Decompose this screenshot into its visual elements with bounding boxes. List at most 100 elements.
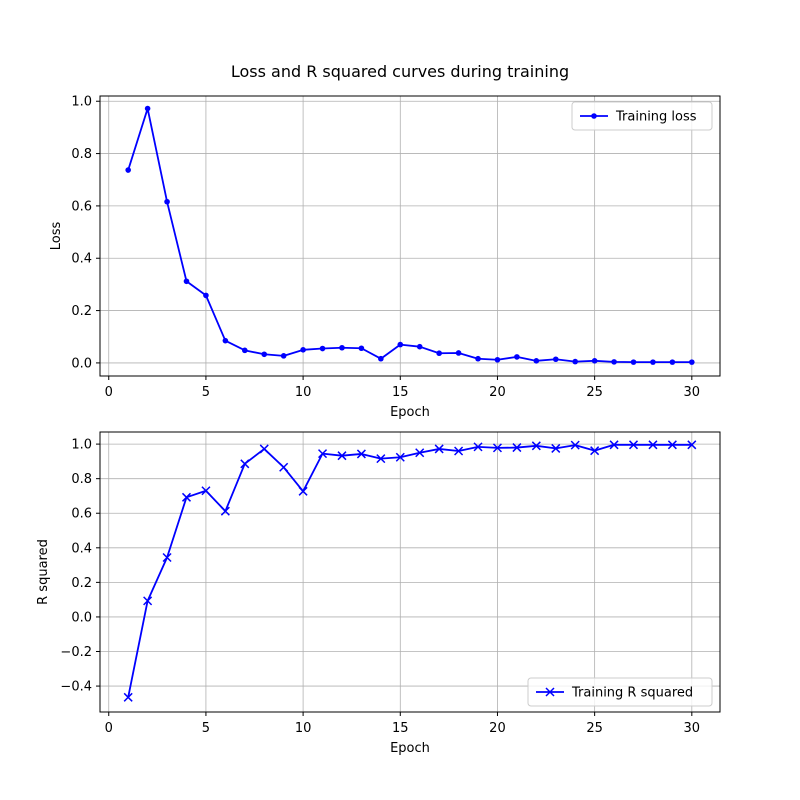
data-point xyxy=(164,198,170,205)
x-axis-label: Epoch xyxy=(390,405,430,420)
x-tick-label: 15 xyxy=(392,721,409,736)
legend-marker xyxy=(545,687,555,697)
data-point xyxy=(454,446,464,456)
data-point xyxy=(203,292,209,299)
data-point xyxy=(611,359,617,365)
x-tick-label: 30 xyxy=(684,721,701,736)
data-point xyxy=(552,356,559,363)
y-tick-label: 0.8 xyxy=(71,147,92,162)
data-point xyxy=(300,347,306,353)
x-tick-label: 25 xyxy=(586,721,603,736)
data-point xyxy=(339,344,345,351)
figure-title: Loss and R squared curves during trainin… xyxy=(230,62,570,81)
series-line xyxy=(127,107,692,364)
data-point xyxy=(259,444,269,454)
data-point xyxy=(492,443,502,453)
data-point xyxy=(201,486,211,496)
legend-marker xyxy=(591,113,597,119)
data-point xyxy=(650,359,656,365)
data-point xyxy=(514,354,520,360)
y-tick-label: 0.0 xyxy=(71,610,92,625)
legend-label: Training R squared xyxy=(571,686,693,701)
data-point xyxy=(687,440,697,450)
data-point xyxy=(551,443,561,453)
x-tick-label: 5 xyxy=(202,385,210,400)
data-point xyxy=(648,440,658,450)
data-point xyxy=(416,343,423,350)
data-point xyxy=(162,552,172,563)
data-point xyxy=(434,444,444,454)
data-point xyxy=(395,452,405,462)
data-point xyxy=(220,506,230,516)
y-tick-label: 0.4 xyxy=(71,252,92,267)
x-tick-label: 10 xyxy=(295,385,312,400)
x-axis-label: Epoch xyxy=(390,741,430,756)
y-tick-label: −0.4 xyxy=(60,680,92,695)
data-point xyxy=(531,441,541,451)
data-point xyxy=(436,350,442,357)
x-tick-label: 20 xyxy=(489,721,506,736)
y-tick-label: 0.4 xyxy=(71,541,92,556)
x-tick-label: 25 xyxy=(586,385,603,400)
legend: Training R squared xyxy=(527,677,713,707)
x-tick-label: 0 xyxy=(105,385,113,400)
chart-1: 0 5 10 15 20 25 30 0.0 0.2 0.4 0.6 0.8 1.0 Epoch Loss T… xyxy=(49,95,721,420)
data-point xyxy=(609,440,619,450)
chart-2: 0 5 10 15 20 25 30 −0.4 −0.2 0.0 0.2 0.4 0.6 0.8 1.0 Ep… xyxy=(36,431,721,756)
data-point xyxy=(261,351,268,358)
data-point xyxy=(143,596,153,606)
data-point xyxy=(358,345,365,352)
data-point xyxy=(415,448,425,458)
data-point xyxy=(512,443,522,453)
data-point xyxy=(318,449,328,459)
y-tick-label: −0.2 xyxy=(60,645,92,660)
legend-box xyxy=(527,677,713,707)
data-point xyxy=(572,358,579,365)
data-point xyxy=(628,440,639,450)
y-tick-label: 0.2 xyxy=(71,576,92,591)
x-tick-label: 5 xyxy=(202,721,210,736)
x-tick-label: 0 xyxy=(105,721,113,736)
x-tick-label: 15 xyxy=(392,385,409,400)
data-point xyxy=(689,359,695,365)
data-point xyxy=(376,454,386,464)
x-tick-label: 20 xyxy=(489,385,506,400)
data-point xyxy=(667,440,677,450)
y-axis-label: R squared xyxy=(36,539,51,605)
data-point xyxy=(181,492,192,502)
x-tick-label: 10 xyxy=(295,721,312,736)
data-point xyxy=(241,347,248,354)
y-tick-label: 1.0 xyxy=(71,438,92,453)
data-point xyxy=(356,449,366,459)
y-tick-label: 0.0 xyxy=(71,356,92,371)
data-point xyxy=(473,442,483,452)
data-point xyxy=(591,358,598,364)
legend: Training loss xyxy=(571,101,713,131)
y-tick-label: 0.8 xyxy=(71,472,92,487)
y-tick-label: 0.6 xyxy=(71,199,92,214)
data-point xyxy=(279,462,289,472)
data-point xyxy=(494,356,501,363)
legend-label: Training loss xyxy=(615,110,697,125)
data-point xyxy=(319,345,326,352)
data-point xyxy=(397,341,404,348)
data-point xyxy=(475,355,481,362)
data-point xyxy=(533,358,540,364)
data-point xyxy=(222,337,229,344)
data-point xyxy=(669,359,676,365)
data-point xyxy=(298,486,308,496)
data-point xyxy=(123,692,133,702)
data-point xyxy=(337,451,347,461)
data-point xyxy=(378,355,384,362)
y-tick-label: 0.6 xyxy=(71,507,92,522)
data-point xyxy=(125,167,131,173)
data-point xyxy=(570,440,580,450)
x-tick-label: 30 xyxy=(684,385,701,400)
series-line xyxy=(127,443,692,698)
axes-frame xyxy=(99,95,721,377)
y-tick-label: 0.2 xyxy=(71,304,92,319)
y-axis-label: Loss xyxy=(49,222,64,251)
data-point xyxy=(280,353,287,359)
